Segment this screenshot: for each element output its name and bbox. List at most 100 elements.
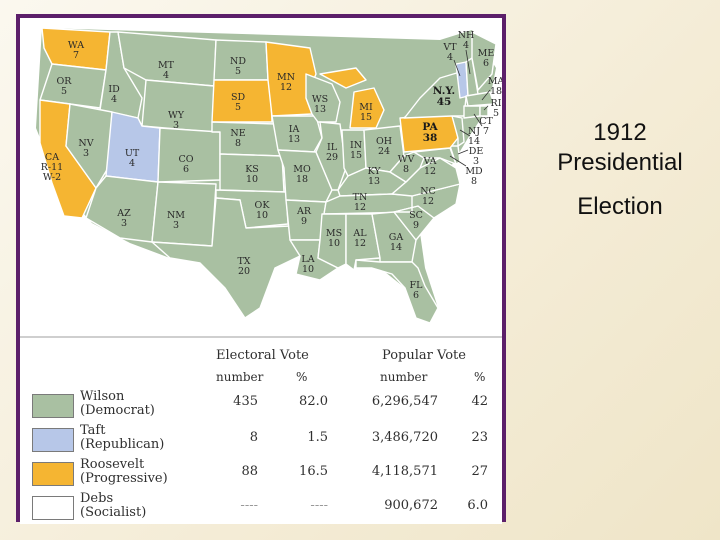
svg-text:MS: MS — [326, 228, 342, 239]
svg-text:FL: FL — [410, 280, 424, 291]
svg-text:KY: KY — [367, 166, 381, 177]
map-frame: WA 7 OR 5 CA R-11 W-2 ID 4 NV 3 MT 4 WY … — [16, 14, 506, 524]
svg-text:24: 24 — [378, 146, 390, 157]
label-wa-name: WA — [68, 40, 84, 51]
results-legend: Electoral Vote Popular Vote number % num… — [20, 336, 502, 524]
pv-pct: 42 — [471, 394, 488, 409]
svg-text:MT: MT — [158, 60, 175, 71]
label-sc-votes: 9 — [413, 220, 419, 231]
swatch-debs — [32, 496, 74, 520]
label-la-name: LA — [301, 254, 314, 265]
svg-text:12: 12 — [422, 196, 434, 207]
candidate-party: (Socialist) — [80, 505, 147, 520]
svg-text:NH: NH — [458, 30, 475, 41]
svg-text:3: 3 — [173, 120, 179, 131]
label-oh-votes: 24 — [378, 146, 390, 157]
ev-number: 88 — [241, 464, 258, 479]
svg-text:6: 6 — [413, 290, 419, 301]
label-al-name: AL — [352, 228, 367, 239]
label-nd-votes: 5 — [235, 66, 241, 77]
svg-text:R-11: R-11 — [41, 162, 63, 173]
us-electoral-map: WA 7 OR 5 CA R-11 W-2 ID 4 NV 3 MT 4 WY … — [36, 27, 502, 324]
svg-text:N.Y.: N.Y. — [433, 85, 455, 97]
candidate-party: (Progressive) — [80, 471, 168, 486]
svg-text:8: 8 — [471, 176, 477, 187]
state-ia — [271, 115, 323, 153]
svg-text:4: 4 — [447, 52, 453, 63]
svg-text:6: 6 — [183, 164, 189, 175]
label-il-votes: 29 — [326, 152, 338, 163]
popular-vote-header: Popular Vote — [382, 348, 466, 363]
svg-text:4: 4 — [111, 94, 117, 105]
label-ma-votes: 18 — [490, 86, 502, 97]
svg-text:10: 10 — [302, 264, 314, 275]
label-ky-votes: 13 — [368, 176, 380, 187]
svg-text:4: 4 — [129, 158, 135, 169]
svg-text:VA: VA — [422, 156, 436, 167]
ev-pct: 16.5 — [299, 464, 328, 479]
svg-text:10: 10 — [328, 238, 340, 249]
candidate-roosevelt: Roosevelt (Progressive) — [80, 458, 168, 486]
label-id-name: ID — [108, 84, 120, 95]
label-az-name: AZ — [116, 208, 131, 219]
svg-text:5: 5 — [61, 86, 67, 97]
ev-pct-subheader: % — [296, 370, 308, 384]
svg-text:29: 29 — [326, 152, 338, 163]
svg-text:4: 4 — [163, 70, 169, 81]
label-vt-votes: 4 — [447, 52, 453, 63]
label-ok-votes: 10 — [256, 210, 268, 221]
svg-text:CA: CA — [45, 152, 59, 163]
label-ut-votes: 4 — [129, 158, 135, 169]
label-ri-name: RI — [491, 98, 502, 109]
svg-text:38: 38 — [423, 132, 438, 144]
svg-text:8: 8 — [235, 138, 241, 149]
state-tx — [151, 197, 301, 319]
label-ma-name: MA — [488, 76, 502, 87]
label-ri-votes: 5 — [493, 108, 499, 119]
swatch-wilson — [32, 394, 74, 418]
svg-text:9: 9 — [301, 216, 307, 227]
label-me-votes: 6 — [483, 58, 489, 69]
label-wy-votes: 3 — [173, 120, 179, 131]
svg-text:3: 3 — [121, 218, 127, 229]
svg-text:ME: ME — [478, 48, 495, 59]
svg-text:IN: IN — [350, 140, 362, 151]
state-nc — [393, 183, 461, 219]
svg-text:ND: ND — [230, 56, 246, 67]
label-wa-votes: 7 — [73, 50, 79, 61]
svg-text:NM: NM — [167, 210, 185, 221]
svg-text:4: 4 — [463, 40, 469, 51]
label-mi-votes: 15 — [360, 112, 372, 123]
svg-text:TN: TN — [353, 192, 368, 203]
svg-text:WV: WV — [398, 154, 415, 165]
label-wv-votes: 8 — [403, 164, 409, 175]
svg-text:VT: VT — [442, 42, 457, 53]
state-ct — [463, 105, 481, 119]
svg-text:CO: CO — [178, 154, 193, 165]
ev-pct: 1.5 — [307, 430, 328, 445]
label-ws-votes: 13 — [314, 104, 326, 115]
label-tn-votes: 12 — [354, 202, 366, 213]
label-ut-name: UT — [125, 148, 140, 159]
label-in-name: IN — [350, 140, 362, 151]
state-labels: WA 7 OR 5 CA R-11 W-2 ID 4 NV 3 MT 4 WY … — [41, 30, 502, 301]
svg-text:ID: ID — [108, 84, 120, 95]
label-al-votes: 12 — [354, 238, 366, 249]
label-mt-name: MT — [158, 60, 175, 71]
title-line-year: 1912 — [593, 119, 647, 146]
label-nh-name: NH — [458, 30, 475, 41]
svg-text:RI: RI — [491, 98, 502, 109]
svg-text:TX: TX — [237, 256, 250, 267]
slide-title: 1912 Presidential Election — [530, 118, 710, 222]
svg-text:PA: PA — [422, 121, 438, 133]
label-ms-name: MS — [326, 228, 342, 239]
label-mt-votes: 4 — [163, 70, 169, 81]
svg-text:OH: OH — [376, 136, 392, 147]
pv-pct: 27 — [471, 464, 488, 479]
label-ne-name: NE — [230, 128, 245, 139]
svg-text:MO: MO — [293, 164, 311, 175]
pv-number: 3,486,720 — [371, 430, 438, 445]
state-il — [315, 121, 347, 191]
label-pa-votes: 38 — [423, 132, 438, 144]
ev-pct: ---- — [310, 498, 328, 513]
